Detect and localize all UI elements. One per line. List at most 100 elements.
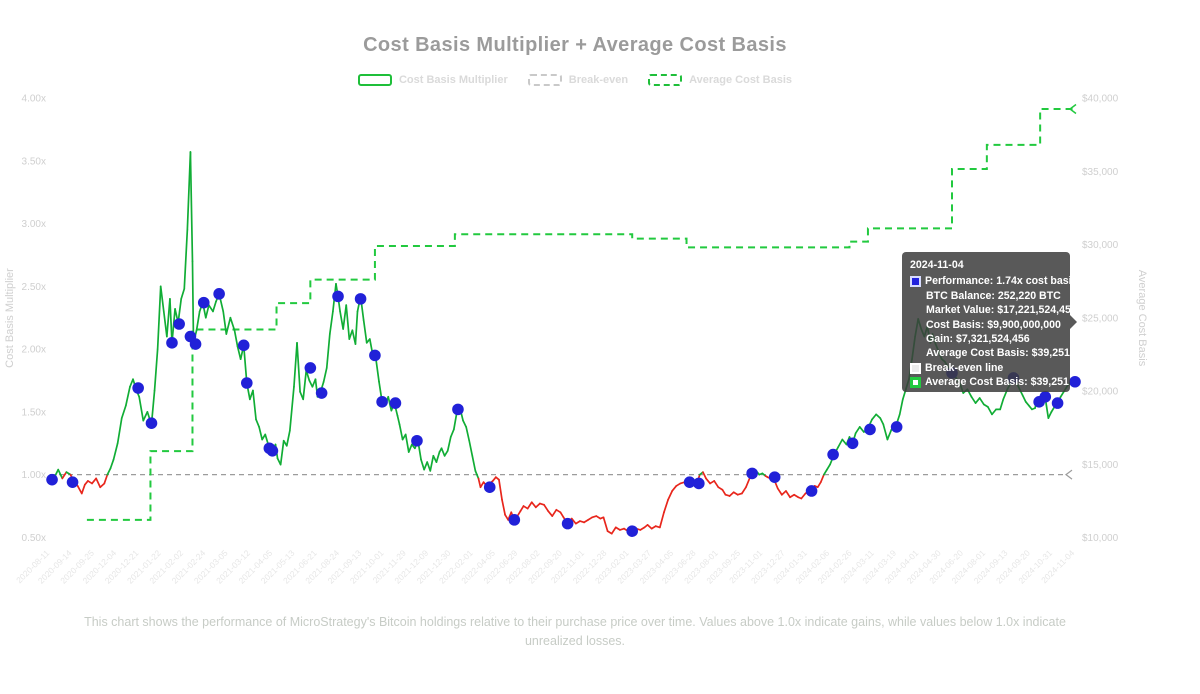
purchase-dot[interactable] xyxy=(189,338,202,350)
multiplier-segment xyxy=(841,438,848,446)
purchase-dot[interactable] xyxy=(483,481,496,494)
multiplier-segment xyxy=(745,476,751,489)
purchase-dot[interactable] xyxy=(354,293,367,305)
purchase-dot[interactable] xyxy=(683,476,696,488)
multiplier-segment xyxy=(659,511,665,529)
left-tick-label: 2.00x xyxy=(22,345,46,356)
multiplier-segment xyxy=(95,477,102,489)
multiplier-segment xyxy=(236,345,242,360)
right-tick-label: $35,000 xyxy=(1082,167,1119,178)
multiplier-segment xyxy=(898,398,904,416)
multiplier-segment xyxy=(1047,411,1053,420)
multiplier-segment xyxy=(322,367,328,383)
multiplier-segment xyxy=(124,385,131,407)
purchase-dot[interactable] xyxy=(197,296,210,309)
multiplier-segment xyxy=(663,498,669,514)
multiplier-segment xyxy=(242,344,248,384)
multiplier-segment xyxy=(225,316,232,335)
multiplier-segment xyxy=(519,505,525,512)
purchase-dot[interactable] xyxy=(1051,397,1064,409)
multiplier-segment xyxy=(826,463,831,471)
multiplier-segment xyxy=(99,482,106,489)
purchase-dot[interactable] xyxy=(452,403,464,416)
multiplier-segment xyxy=(713,480,720,489)
tooltip-row-gain: Gain: $7,321,524,456 xyxy=(910,332,1062,346)
purchase-dot[interactable] xyxy=(213,288,225,300)
purchase-dot[interactable] xyxy=(827,448,839,461)
purchase-dot[interactable] xyxy=(864,423,876,436)
multiplier-segment xyxy=(702,471,707,480)
purchase-dot[interactable] xyxy=(304,362,317,374)
tooltip-row-avg-cost-basis-value: Average Cost Basis: $39,251 xyxy=(910,375,1069,389)
legend-item-cost-basis-multiplier[interactable]: Cost Basis Multiplier xyxy=(357,74,508,86)
right-tick-label: $30,000 xyxy=(1082,240,1119,251)
purchase-dot[interactable] xyxy=(846,437,859,450)
purchase-dot[interactable] xyxy=(241,377,253,389)
purchase-dot[interactable] xyxy=(768,471,781,483)
purchase-dot[interactable] xyxy=(389,397,402,409)
multiplier-segment xyxy=(109,458,115,470)
left-axis-tick-labels: 4.00x 3.50x 3.00x 2.50x 2.00x 1.50x 1.00x 0.50x xyxy=(22,94,46,544)
multiplier-segment xyxy=(289,385,295,432)
multiplier-segment xyxy=(991,408,997,416)
multiplier-segment xyxy=(974,397,981,404)
left-tick-label: 1.50x xyxy=(22,407,46,418)
multiplier-segment xyxy=(879,417,885,426)
purchase-dot[interactable] xyxy=(561,517,574,530)
purchase-dot[interactable] xyxy=(315,387,328,399)
purchase-dot[interactable] xyxy=(166,337,178,349)
multiplier-segment xyxy=(468,439,474,457)
left-tick-label: 0.50x xyxy=(22,533,46,544)
purchase-dot[interactable] xyxy=(411,434,423,447)
avg-cost-basis-swatch-icon xyxy=(648,74,683,86)
purchase-dot[interactable] xyxy=(266,444,279,457)
right-tick-label: $25,000 xyxy=(1082,313,1119,324)
break-even-swatch-icon xyxy=(527,74,562,86)
purchase-dot[interactable] xyxy=(890,421,903,433)
blue-square-icon xyxy=(910,276,921,288)
purchase-dot[interactable] xyxy=(746,467,758,480)
multiplier-segment xyxy=(978,397,985,406)
legend-item-average-cost-basis[interactable]: Average Cost Basis xyxy=(648,74,792,86)
multiplier-segment xyxy=(886,428,893,441)
right-tick-label: $40,000 xyxy=(1082,94,1119,105)
purchase-dot[interactable] xyxy=(132,382,144,394)
multiplier-segment xyxy=(741,486,747,495)
purchase-dot[interactable] xyxy=(693,477,705,490)
multiplier-segment xyxy=(559,511,565,519)
purchase-dot[interactable] xyxy=(332,290,344,303)
purchase-dot[interactable] xyxy=(46,473,58,486)
multiplier-segment xyxy=(501,498,506,516)
purchase-dot[interactable] xyxy=(1069,375,1081,388)
purchase-dot[interactable] xyxy=(376,396,388,408)
multiplier-segment xyxy=(477,477,482,489)
multiplier-segment xyxy=(279,439,285,466)
multiplier-segment xyxy=(970,395,977,404)
multiplier-segment xyxy=(142,411,149,422)
purchase-dot[interactable] xyxy=(369,349,381,362)
multiplier-segment xyxy=(342,304,348,330)
right-axis-tick-labels: $40,000 $35,000 $30,000 $25,000 $20,000 $15,0… xyxy=(1082,94,1119,545)
multiplier-segment xyxy=(103,473,109,485)
multiplier-segment xyxy=(423,461,429,471)
purchase-dot[interactable] xyxy=(1039,391,1052,403)
purchase-dot[interactable] xyxy=(66,476,79,488)
multiplier-segment xyxy=(396,414,401,426)
purchase-dot[interactable] xyxy=(173,318,185,330)
purchase-dot[interactable] xyxy=(145,417,158,429)
multiplier-segment xyxy=(156,285,162,350)
purchase-dot[interactable] xyxy=(237,339,250,352)
multiplier-segment xyxy=(543,503,550,512)
tooltip-text: Gain: $7,321,524,456 xyxy=(926,333,1030,346)
multiplier-segment xyxy=(875,413,882,420)
purchase-dot[interactable] xyxy=(805,485,818,497)
purchase-dot[interactable] xyxy=(626,525,638,537)
left-tick-label: 3.50x xyxy=(22,156,46,167)
tooltip-row-performance: Performance: 1.74x cost basis xyxy=(910,274,1078,288)
legend-item-break-even[interactable]: Break-even xyxy=(527,74,628,86)
multiplier-segment xyxy=(112,442,119,461)
purchase-dot[interactable] xyxy=(508,514,521,526)
legend-label: Average Cost Basis xyxy=(689,74,793,86)
multiplier-segment xyxy=(498,478,503,501)
